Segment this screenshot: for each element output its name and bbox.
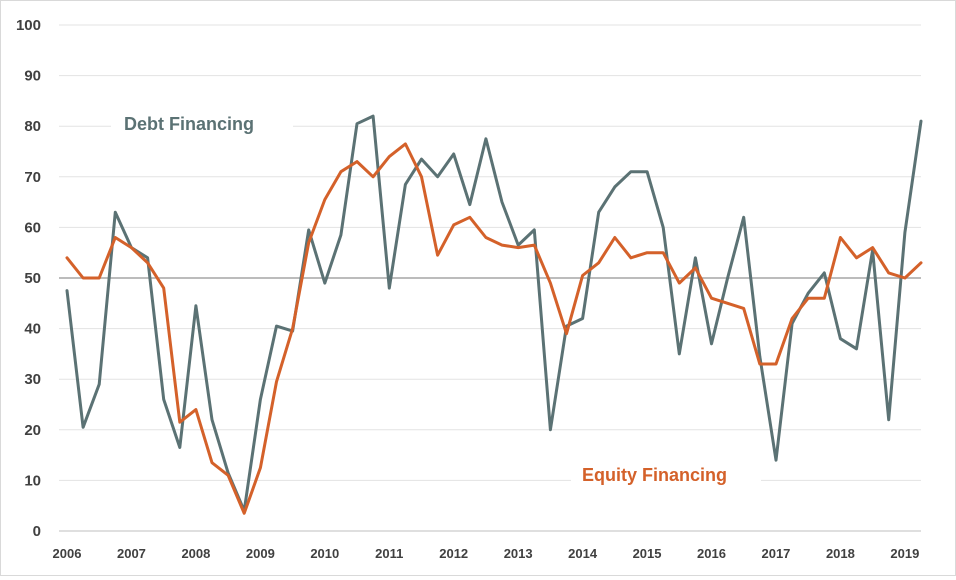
x-tick-label: 2007: [117, 546, 146, 561]
x-tick-label: 2013: [504, 546, 533, 561]
x-tick-label: 2019: [890, 546, 919, 561]
x-axis-ticks: 2006 2007 2008 2009 2010 2011 2012 2013 2014 2015…: [53, 546, 920, 561]
x-tick-label: 2016: [697, 546, 726, 561]
y-tick-label: 0: [33, 523, 41, 540]
debt-label-background: [111, 111, 293, 139]
x-tick-label: 2015: [633, 546, 662, 561]
x-tick-label: 2009: [246, 546, 275, 561]
x-tick-label: 2017: [761, 546, 790, 561]
x-tick-label: 2011: [375, 546, 403, 561]
y-tick-label: 60: [24, 219, 41, 236]
y-tick-label: 80: [24, 118, 41, 135]
y-tick-label: 10: [24, 472, 41, 489]
y-tick-label: 20: [24, 422, 41, 439]
equity-financing-line: [65, 142, 923, 515]
y-tick-label: 70: [24, 169, 41, 186]
x-tick-label: 2014: [568, 546, 598, 561]
x-tick-label: 2012: [439, 546, 468, 561]
y-tick-label: 40: [24, 321, 41, 338]
series-lines: [65, 114, 923, 515]
y-tick-label: 90: [24, 68, 41, 85]
series-labels: Debt Financing Equity Financing: [111, 111, 761, 490]
debt-financing-line: [65, 114, 923, 513]
x-tick-label: 2008: [181, 546, 210, 561]
y-axis-ticks: 0 10 20 30 40 50 60 70 80 90 100: [16, 17, 41, 540]
y-tick-label: 100: [16, 17, 41, 34]
debt-financing-label: Debt Financing: [124, 114, 254, 134]
x-tick-label: 2006: [53, 546, 82, 561]
y-tick-label: 30: [24, 371, 41, 388]
x-tick-label: 2010: [310, 546, 339, 561]
x-tick-label: 2018: [826, 546, 855, 561]
equity-label-background: [571, 462, 761, 490]
equity-financing-label: Equity Financing: [582, 465, 727, 485]
y-tick-label: 50: [24, 270, 41, 287]
